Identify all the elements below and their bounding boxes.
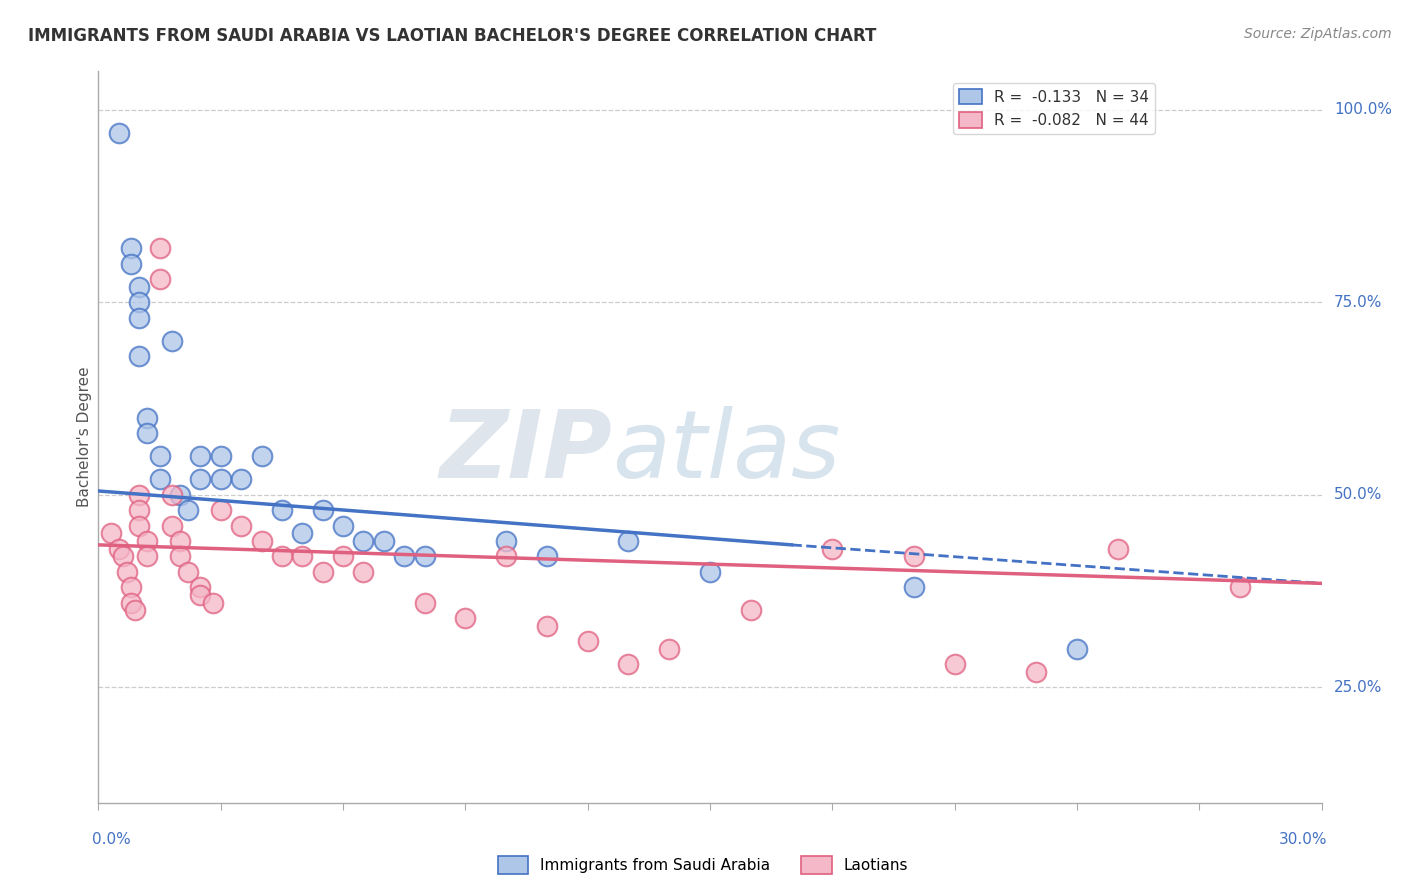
Point xyxy=(903,580,925,594)
Point xyxy=(903,549,925,564)
Point xyxy=(149,272,172,286)
Point xyxy=(160,334,183,348)
Point xyxy=(1066,641,1088,656)
Point xyxy=(128,280,150,294)
Point xyxy=(209,450,232,464)
Point xyxy=(312,503,335,517)
Point xyxy=(332,518,354,533)
Point xyxy=(128,488,150,502)
Point xyxy=(1229,580,1251,594)
Point xyxy=(128,310,150,325)
Point xyxy=(120,257,142,271)
Point xyxy=(270,503,294,517)
Point xyxy=(250,450,273,464)
Point xyxy=(231,518,253,533)
Point xyxy=(120,242,142,256)
Point xyxy=(188,588,212,602)
Point xyxy=(169,534,191,549)
Point xyxy=(352,534,374,549)
Point xyxy=(124,603,146,617)
Y-axis label: Bachelor's Degree: Bachelor's Degree xyxy=(77,367,91,508)
Point xyxy=(536,549,558,564)
Point xyxy=(169,488,191,502)
Point xyxy=(177,565,200,579)
Point xyxy=(115,565,138,579)
Point xyxy=(943,657,966,672)
Text: IMMIGRANTS FROM SAUDI ARABIA VS LAOTIAN BACHELOR'S DEGREE CORRELATION CHART: IMMIGRANTS FROM SAUDI ARABIA VS LAOTIAN … xyxy=(28,27,876,45)
Point xyxy=(250,534,273,549)
Point xyxy=(740,603,762,617)
Point xyxy=(149,472,172,486)
Point xyxy=(209,472,232,486)
Text: 75.0%: 75.0% xyxy=(1334,295,1382,310)
Text: 0.0%: 0.0% xyxy=(93,832,131,847)
Text: 30.0%: 30.0% xyxy=(1279,832,1327,847)
Point xyxy=(111,549,134,564)
Point xyxy=(120,596,142,610)
Point xyxy=(149,242,172,256)
Point xyxy=(100,526,122,541)
Text: Source: ZipAtlas.com: Source: ZipAtlas.com xyxy=(1244,27,1392,41)
Text: ZIP: ZIP xyxy=(439,406,612,498)
Point xyxy=(149,450,172,464)
Point xyxy=(821,541,844,556)
Point xyxy=(699,565,721,579)
Point xyxy=(231,472,253,486)
Point xyxy=(495,534,517,549)
Point xyxy=(128,503,150,517)
Point xyxy=(128,349,150,363)
Point xyxy=(617,657,640,672)
Point xyxy=(576,634,599,648)
Point xyxy=(160,518,183,533)
Point xyxy=(1107,541,1129,556)
Point xyxy=(495,549,517,564)
Point xyxy=(291,549,314,564)
Point xyxy=(108,126,131,140)
Text: 25.0%: 25.0% xyxy=(1334,680,1382,695)
Point xyxy=(188,472,212,486)
Point xyxy=(160,488,183,502)
Point xyxy=(291,526,314,541)
Point xyxy=(128,518,150,533)
Point xyxy=(270,549,294,564)
Point xyxy=(658,641,681,656)
Point xyxy=(392,549,416,564)
Point xyxy=(169,549,191,564)
Text: atlas: atlas xyxy=(612,406,841,497)
Legend: R =  -0.133   N = 34, R =  -0.082   N = 44: R = -0.133 N = 34, R = -0.082 N = 44 xyxy=(953,83,1154,135)
Text: 50.0%: 50.0% xyxy=(1334,487,1382,502)
Point xyxy=(136,426,159,441)
Point xyxy=(108,541,131,556)
Point xyxy=(177,503,200,517)
Point xyxy=(413,549,436,564)
Point xyxy=(120,580,142,594)
Point xyxy=(136,410,159,425)
Text: 100.0%: 100.0% xyxy=(1334,103,1392,118)
Legend: Immigrants from Saudi Arabia, Laotians: Immigrants from Saudi Arabia, Laotians xyxy=(492,850,914,880)
Point xyxy=(136,534,159,549)
Point xyxy=(209,503,232,517)
Point xyxy=(413,596,436,610)
Point xyxy=(1025,665,1047,679)
Point xyxy=(352,565,374,579)
Point xyxy=(128,295,150,310)
Point xyxy=(454,611,477,625)
Point xyxy=(332,549,354,564)
Point xyxy=(617,534,640,549)
Point xyxy=(188,450,212,464)
Point xyxy=(312,565,335,579)
Point xyxy=(136,549,159,564)
Point xyxy=(373,534,395,549)
Point xyxy=(188,580,212,594)
Point xyxy=(201,596,224,610)
Point xyxy=(536,618,558,632)
